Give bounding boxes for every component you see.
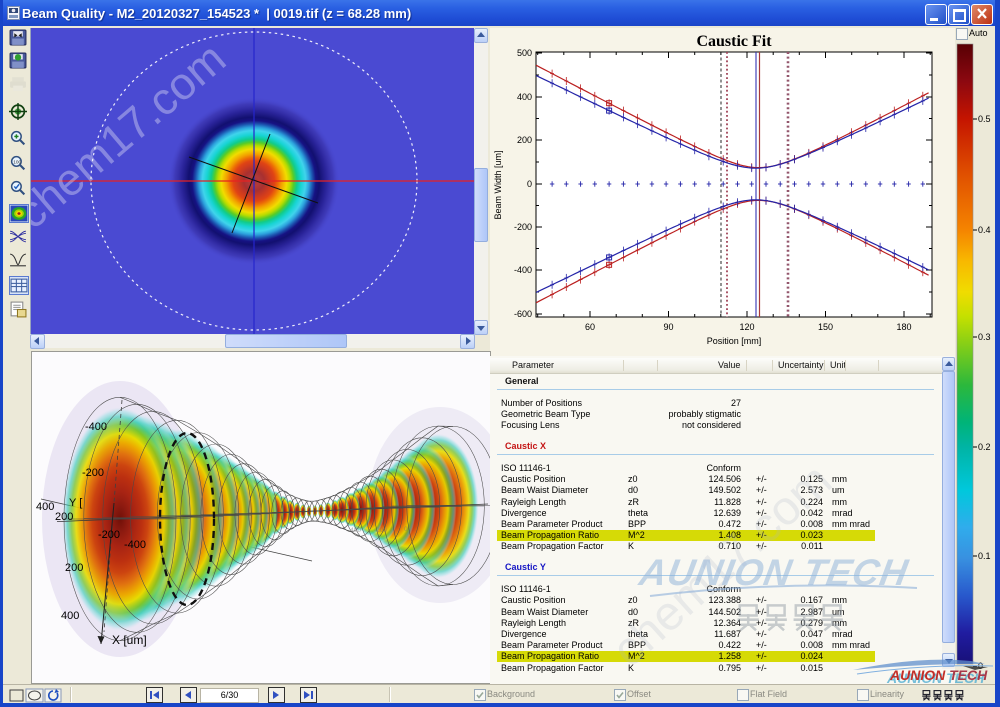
svg-text:400: 400 — [36, 501, 54, 513]
svg-text:0.3: 0.3 — [978, 332, 991, 342]
svg-text:180: 180 — [896, 322, 911, 332]
svg-text:Y [: Y [ — [69, 497, 82, 509]
svg-text:200: 200 — [517, 135, 532, 145]
svg-text:-200: -200 — [374, 527, 387, 534]
svg-text:-400: -400 — [514, 265, 532, 275]
svg-text:400: 400 — [61, 610, 79, 622]
svg-text:Beam Width [um]: Beam Width [um] — [493, 150, 503, 219]
svg-text:150: 150 — [818, 322, 833, 332]
svg-text:Position [mm]: Position [mm] — [707, 336, 762, 346]
svg-text:200: 200 — [65, 562, 83, 574]
svg-text:Caustic Fit: Caustic Fit — [696, 33, 772, 50]
svg-text:-200: -200 — [98, 529, 120, 541]
svg-text:0.4: 0.4 — [978, 225, 991, 235]
svg-text:120: 120 — [739, 322, 754, 332]
svg-text:-600: -600 — [514, 309, 532, 319]
svg-text:-400: -400 — [124, 539, 146, 551]
svg-text:200: 200 — [55, 511, 73, 523]
svg-text:0: 0 — [404, 526, 408, 533]
svg-text:X [um]: X [um] — [112, 633, 147, 647]
svg-text:0.2: 0.2 — [978, 442, 991, 452]
svg-text:AUNION TECH: AUNION TECH — [889, 667, 988, 683]
svg-text:-200: -200 — [514, 222, 532, 232]
svg-text:-400: -400 — [85, 421, 107, 433]
svg-text:0.5: 0.5 — [978, 114, 991, 124]
svg-text:-200: -200 — [82, 467, 104, 479]
svg-text:0: 0 — [527, 179, 532, 189]
svg-text:100: 100 — [13, 160, 21, 166]
svg-text:500: 500 — [517, 48, 532, 58]
svg-text:0.1: 0.1 — [978, 551, 991, 561]
svg-text:90: 90 — [663, 322, 673, 332]
svg-text:-400: -400 — [348, 527, 361, 534]
svg-text:60: 60 — [585, 322, 595, 332]
svg-text:AUNION TECH: AUNION TECH — [886, 670, 985, 686]
svg-text:400: 400 — [517, 92, 532, 102]
